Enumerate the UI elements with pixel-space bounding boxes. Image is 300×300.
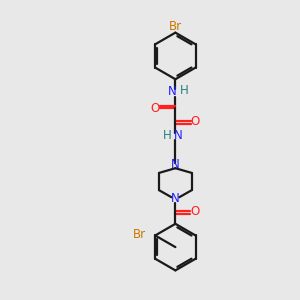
Text: Br: Br [169,20,182,33]
Text: N: N [167,85,176,98]
Text: O: O [190,205,200,218]
Text: N: N [171,192,180,205]
Text: O: O [191,115,200,128]
Text: O: O [151,102,160,115]
Text: Br: Br [133,228,146,242]
Text: N: N [174,129,183,142]
Text: H: H [163,129,171,142]
Text: H: H [180,84,189,97]
Text: N: N [171,158,180,171]
